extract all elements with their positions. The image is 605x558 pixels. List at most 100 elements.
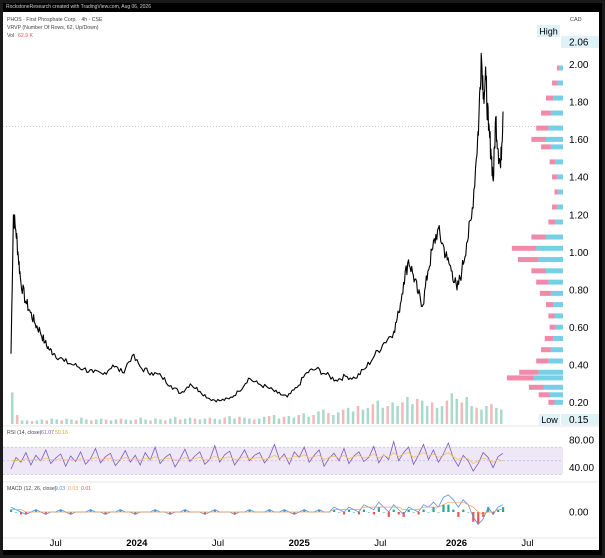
volume-bar [381,407,384,424]
volume-bar [302,413,305,424]
macd-histogram-bar [502,507,505,512]
high-value-badge [561,36,599,48]
macd-histogram-bar [377,507,380,512]
rsi-line [10,440,504,472]
volume-bar [30,421,34,424]
volume-profile-down [545,302,554,308]
price-line [10,52,504,403]
time-axis-tick: 2024 [126,538,148,549]
volume-bar [391,402,394,424]
volume-bar [183,418,187,424]
volume-profile-down [511,245,537,251]
price-axis-tick: 1.20 [569,210,589,221]
high-value: 2.06 [569,38,589,49]
price-axis-tick: 0.60 [569,323,589,334]
volume-bar [455,398,459,424]
macd-histogram-bar [427,512,430,513]
volume-bar [307,416,310,424]
macd-histogram-bar [352,512,356,513]
time-axis-tick: Jul [212,538,224,549]
volume-bar [20,420,24,424]
currency-label: CAD [570,17,582,23]
volume-bar [341,409,345,424]
macd-histogram-bar [44,512,47,515]
volume-profile-up [553,335,563,341]
volume-bar [40,419,44,424]
macd-histogram-bar [104,512,107,515]
time-axis-tick: 2025 [289,538,311,549]
volume-bar [25,420,29,424]
volume-bar [322,409,325,424]
macd-histogram-bar [69,512,72,515]
volume-profile-down [552,204,557,210]
price-axis-tick: 1.00 [569,248,589,259]
macd-histogram-bar [387,512,390,517]
volume-bar [495,407,498,424]
volume-bar [243,417,246,424]
volume-bar [430,402,434,424]
volume-bar [99,418,103,424]
volume-bar [114,419,118,424]
rsi-ma-value: 50.16 [55,430,68,436]
volume-bar [292,417,296,424]
volume-bar [109,420,113,424]
macd-histogram-bar [442,504,445,512]
volume-profile-down [554,189,559,195]
chart-panel: 0.20 0.40 0.60 0.80 1.00 1.20 1.40 1.60 1.80 2.00… [3,12,599,550]
low-label: Low [541,415,558,425]
volume-bar [154,418,157,424]
header-vol-label: Vol [7,33,14,39]
volume-bar [248,418,251,424]
volume-bar [80,417,83,424]
volume-profile-up [550,347,563,353]
volume-bar [85,419,88,424]
rsi-label: RSI (14, close) [7,430,42,436]
volume-bar [233,418,236,424]
macd-histogram-bar [392,509,395,512]
volume-profile-down [549,159,556,165]
volume-profile-down [531,234,546,240]
volume-bar [203,418,207,424]
rsi-axis-tick: 40.00 [569,463,594,474]
volume-bars [11,392,503,424]
volume-profile-up [538,369,563,375]
volume-bar [371,404,375,424]
volume-profile-down [548,219,556,225]
macd-histogram-bar [342,512,346,515]
macd-histogram-bar [293,512,296,515]
volume-profile-down [536,125,549,131]
macd-histogram-bar [492,512,495,515]
volume-profile-down [531,136,546,142]
volume-bar [351,411,355,424]
volume-profile-down [556,65,560,71]
high-label-badge [537,25,560,37]
macd-histogram-bar [407,509,410,512]
volume-bar [262,416,266,424]
volume-bar [465,397,468,424]
macd-histogram-bar [412,512,415,513]
volume-bar [435,407,439,424]
volume-profile-up [558,189,563,195]
volume-bar [485,406,488,424]
macd-histogram-bar [333,509,336,512]
time-axis-tick: Jul [50,538,62,549]
volume-profile-up [548,125,563,131]
volume-bar [287,415,291,424]
price-axis-tick: 2.00 [569,60,589,71]
volume-bar [257,418,261,424]
volume-profile-up [553,302,563,308]
time-axis-tick: Jul [521,538,533,549]
volume-bar [386,406,389,424]
macd-histogram-bar [462,509,465,512]
macd-histogram-bar [338,512,341,513]
volume-bar [134,419,137,424]
volume-bar [159,419,162,424]
volume-profile-up [548,358,563,364]
macd-histogram-bar [24,512,28,515]
credit-text: RockstoneResearch created with TradingVi… [6,4,151,10]
volume-profile-up [559,65,563,71]
low-value-badge [561,414,599,425]
volume-bar [65,418,68,424]
volume-profile [507,65,563,405]
volume-bar [411,404,414,424]
